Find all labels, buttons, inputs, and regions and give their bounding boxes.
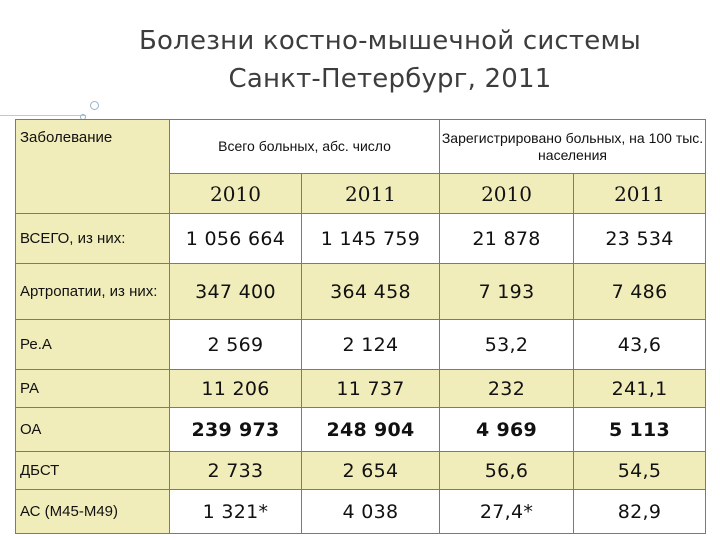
row-label: ДБСТ [15, 451, 170, 490]
cell-value: 2 654 [300, 451, 441, 490]
cell-value: 82,9 [573, 489, 707, 534]
cell-value: 347 400 [169, 263, 302, 320]
slide-title: Болезни костно-мышечной системы Санкт-Пе… [0, 22, 720, 98]
cell-value: 54,5 [573, 451, 707, 490]
title-line-1: Болезни костно-мышечной системы [138, 26, 641, 56]
cell-value: 4 038 [300, 489, 441, 534]
table-row-rheumatoid-arthritis: РА 11 206 11 737 232 241,1 [15, 369, 707, 408]
cell-value: 23 534 [573, 213, 707, 264]
cell-value: 11 737 [300, 369, 441, 408]
year-row: 2010 2011 2010 2011 [16, 173, 707, 214]
row-label: ВСЕГО, из них: [15, 213, 170, 264]
table-row-ankylosing-spondylitis: АС (М45-М49) 1 321* 4 038 27,4* 82,9 [15, 489, 707, 534]
cell-value: 4 969 [439, 407, 575, 452]
decorative-ring-icon [90, 101, 99, 110]
cell-value: 11 206 [169, 369, 302, 408]
cell-value: 27,4* [439, 489, 575, 534]
cell-value: 239 973 [169, 407, 302, 452]
table-row-connective-tissue: ДБСТ 2 733 2 654 56,6 54,5 [15, 451, 707, 490]
cell-value: 1 145 759 [300, 213, 441, 264]
cell-value: 248 904 [300, 407, 441, 452]
year-total-2011: 2011 [300, 173, 441, 214]
header-total: Всего больных, абс. число [168, 119, 441, 174]
table-row-osteoarthritis: ОА 239 973 248 904 4 969 5 113 [15, 407, 707, 452]
cell-value: 56,6 [439, 451, 575, 490]
table-row-arthropathies: Артропатии, из них: 347 400 364 458 7 193 7 … [15, 263, 707, 320]
row-label: Артропатии, из них: [15, 263, 170, 320]
row-label: Ре.А [15, 319, 170, 370]
cell-value: 7 193 [439, 263, 575, 320]
year-registered-2011: 2011 [573, 173, 707, 214]
row-label: РА [15, 369, 170, 408]
cell-value: 2 124 [300, 319, 441, 370]
cell-value: 1 056 664 [169, 213, 302, 264]
year-registered-2010: 2010 [439, 173, 575, 214]
cell-value: 1 321* [169, 489, 302, 534]
cell-value: 43,6 [573, 319, 707, 370]
cell-value: 53,2 [439, 319, 575, 370]
cell-value: 2 733 [169, 451, 302, 490]
cell-value: 5 113 [573, 407, 707, 452]
row-label: ОА [15, 407, 170, 452]
cell-value: 2 569 [169, 319, 302, 370]
cell-value: 232 [439, 369, 575, 408]
statistics-table: Заболевание Всего больных, абс. число За… [15, 119, 707, 534]
year-total-2010: 2010 [169, 173, 302, 214]
table-row-reactive-arthritis: Ре.А 2 569 2 124 53,2 43,6 [15, 319, 707, 370]
row-label: АС (М45-М49) [15, 489, 170, 534]
decorative-line [0, 115, 86, 116]
header-disease: Заболевание [15, 119, 170, 214]
header-row: Заболевание Всего больных, абс. число За… [15, 119, 707, 214]
cell-value: 21 878 [439, 213, 575, 264]
cell-value: 364 458 [300, 263, 441, 320]
cell-value: 7 486 [573, 263, 707, 320]
header-registered: Зарегистрировано больных, на 100 тыс. на… [439, 119, 707, 174]
table-row-total: ВСЕГО, из них: 1 056 664 1 145 759 21 878 23… [15, 213, 707, 264]
cell-value: 241,1 [573, 369, 707, 408]
title-line-2: Санкт-Петербург, 2011 [228, 64, 552, 94]
